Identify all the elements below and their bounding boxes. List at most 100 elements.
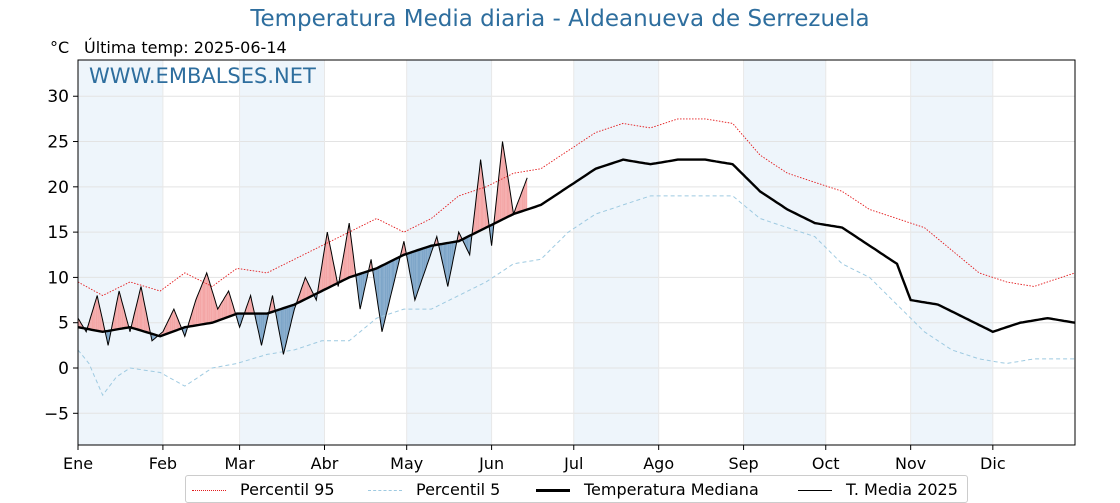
area-above-median <box>98 301 100 332</box>
area-above-median <box>214 300 217 322</box>
area-above-median <box>230 295 232 317</box>
area-above-median <box>349 223 351 278</box>
area-below-median <box>283 307 285 355</box>
series-line-p95 <box>77 118 1076 297</box>
area-above-median <box>198 289 200 325</box>
area-below-median <box>390 260 392 298</box>
area-above-median <box>120 296 122 329</box>
area-below-median <box>151 333 154 341</box>
area-above-median <box>501 141 503 221</box>
area-below-median <box>424 247 426 273</box>
x-tick-label: Abr <box>311 454 339 473</box>
area-above-median <box>135 303 137 330</box>
y-tick-label: 25 <box>47 133 69 153</box>
area-above-median <box>167 320 169 334</box>
area-above-median <box>347 223 350 279</box>
area-above-median <box>143 300 146 332</box>
area-above-median <box>201 283 203 325</box>
area-below-median <box>361 272 363 303</box>
x-tick-label: Ago <box>643 454 674 473</box>
area-above-median <box>345 238 347 280</box>
area-below-median <box>391 260 393 293</box>
area-above-median <box>113 311 115 330</box>
area-above-median <box>119 291 121 330</box>
area-below-median <box>416 250 418 297</box>
area-above-median <box>205 272 207 324</box>
area-above-median <box>146 313 148 333</box>
area-below-median <box>364 271 366 291</box>
area-above-median <box>310 288 313 297</box>
area-below-median <box>410 252 413 286</box>
legend-item-p5: Percentil 5 <box>368 480 518 500</box>
x-tick-label: Sep <box>729 454 759 473</box>
area-below-median <box>445 243 447 281</box>
area-below-median <box>425 247 428 269</box>
area-above-median <box>136 297 139 330</box>
x-tick-label: Dic <box>980 454 1006 473</box>
area-above-median <box>325 232 328 289</box>
area-above-median <box>327 232 329 289</box>
area-above-median <box>480 159 483 231</box>
area-above-median <box>308 283 310 298</box>
area-above-median <box>173 309 176 332</box>
area-below-median <box>420 248 422 285</box>
area-above-median <box>482 170 484 230</box>
area-above-median <box>331 252 333 287</box>
chart-title: Temperatura Media diaria - Aldeanueva de… <box>250 6 870 32</box>
area-above-median <box>503 150 506 219</box>
legend-label-current: T. Media 2025 <box>846 480 958 499</box>
area-above-median <box>197 293 199 326</box>
area-below-median <box>183 327 185 337</box>
area-below-median <box>421 248 424 281</box>
area-above-median <box>227 291 229 318</box>
area-above-median <box>479 159 481 231</box>
area-below-median <box>379 266 381 323</box>
area-above-median <box>206 272 209 324</box>
area-above-median <box>506 168 509 218</box>
area-below-median <box>453 241 455 260</box>
month-band <box>78 60 163 445</box>
area-below-median <box>447 242 450 287</box>
area-below-median <box>384 263 387 321</box>
y-tick-label: −5 <box>44 404 69 424</box>
area-below-median <box>423 247 425 277</box>
legend-label-p95: Percentil 95 <box>240 480 335 499</box>
legend-item-p95: Percentil 95 <box>192 480 342 500</box>
area-below-median <box>288 305 291 332</box>
area-above-median <box>523 185 525 211</box>
area-above-median <box>195 296 198 326</box>
area-above-median <box>142 293 144 332</box>
area-above-median <box>324 240 326 290</box>
legend-swatch-current <box>798 490 832 491</box>
area-above-median <box>520 192 522 212</box>
area-below-median <box>284 307 287 349</box>
area-above-median <box>208 277 210 324</box>
area-below-median <box>260 313 262 346</box>
area-below-median <box>440 243 443 262</box>
area-above-median <box>499 154 502 221</box>
area-above-median <box>224 295 226 319</box>
month-band <box>573 60 659 445</box>
area-below-median <box>443 243 446 275</box>
legend-label-p5: Percentil 5 <box>416 480 501 499</box>
area-above-median <box>121 301 124 329</box>
area-above-median <box>351 244 354 277</box>
area-above-median <box>323 249 325 291</box>
x-tick-label: May <box>390 454 423 473</box>
area-above-median <box>175 312 177 331</box>
area-above-median <box>193 304 195 326</box>
y-tick-label: 5 <box>58 314 69 334</box>
area-below-median <box>466 236 469 252</box>
legend-item-current: T. Media 2025 <box>798 480 963 500</box>
area-above-median <box>516 203 518 214</box>
area-above-median <box>502 141 504 220</box>
area-below-median <box>414 250 417 301</box>
legend-swatch-median <box>536 489 570 492</box>
area-above-median <box>138 292 140 331</box>
area-below-median <box>417 249 420 293</box>
area-below-median <box>287 306 289 338</box>
area-above-median <box>217 306 220 321</box>
area-above-median <box>271 295 273 313</box>
area-above-median <box>334 266 336 285</box>
area-above-median <box>91 309 94 331</box>
